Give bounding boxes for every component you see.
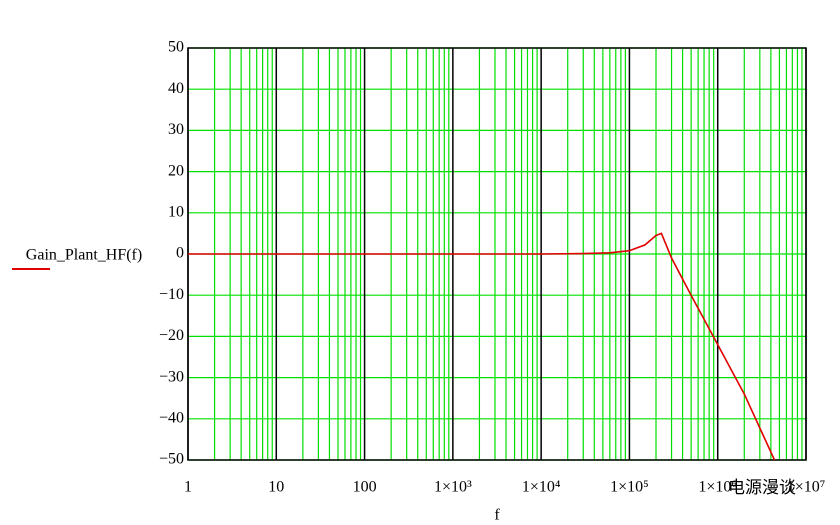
y-tick-label: 40 (168, 80, 184, 97)
y-tick-label: 10 (168, 203, 184, 220)
x-tick-label: 1 (184, 479, 192, 496)
x-tick-label: 1×10⁷ (787, 479, 826, 496)
y-tick-label: 30 (168, 121, 184, 138)
x-tick-label: 1×10⁶ (698, 479, 737, 496)
y-tick-label: −20 (159, 327, 184, 344)
y-tick-label: −30 (159, 368, 184, 385)
x-axis-label: f (494, 507, 500, 524)
y-tick-label: 0 (176, 245, 184, 262)
data-line (188, 232, 776, 461)
y-tick-label: −50 (159, 451, 184, 468)
y-tick-label: −10 (159, 286, 184, 303)
x-tick-label: 100 (353, 479, 377, 496)
x-tick-label: 1×10⁴ (522, 479, 561, 496)
y-tick-label: 20 (168, 162, 184, 179)
x-tick-label: 1×10³ (434, 479, 472, 496)
x-tick-label: 10 (268, 479, 284, 496)
y-tick-label: −40 (159, 409, 184, 426)
y-tick-label: 50 (168, 39, 184, 56)
x-tick-label: 1×10⁵ (610, 479, 649, 496)
watermark: 电源漫谈 (728, 478, 796, 498)
legend-label: Gain_Plant_HF(f) (26, 247, 142, 264)
